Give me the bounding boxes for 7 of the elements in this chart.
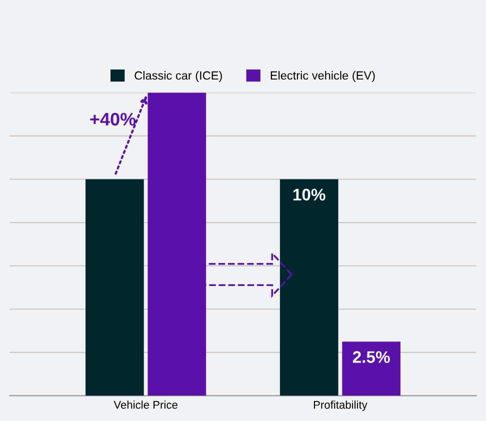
data-label: 2.5% — [352, 351, 390, 363]
x-tick-label: Profitability — [314, 400, 368, 411]
x-tick-label: Vehicle Price — [114, 400, 178, 409]
data-label: 10% — [293, 188, 326, 201]
legend-label: Electric vehicle (EV) — [270, 70, 375, 82]
legend-label: Classic car (ICE) — [134, 70, 222, 82]
annotation: +40% — [90, 112, 136, 126]
